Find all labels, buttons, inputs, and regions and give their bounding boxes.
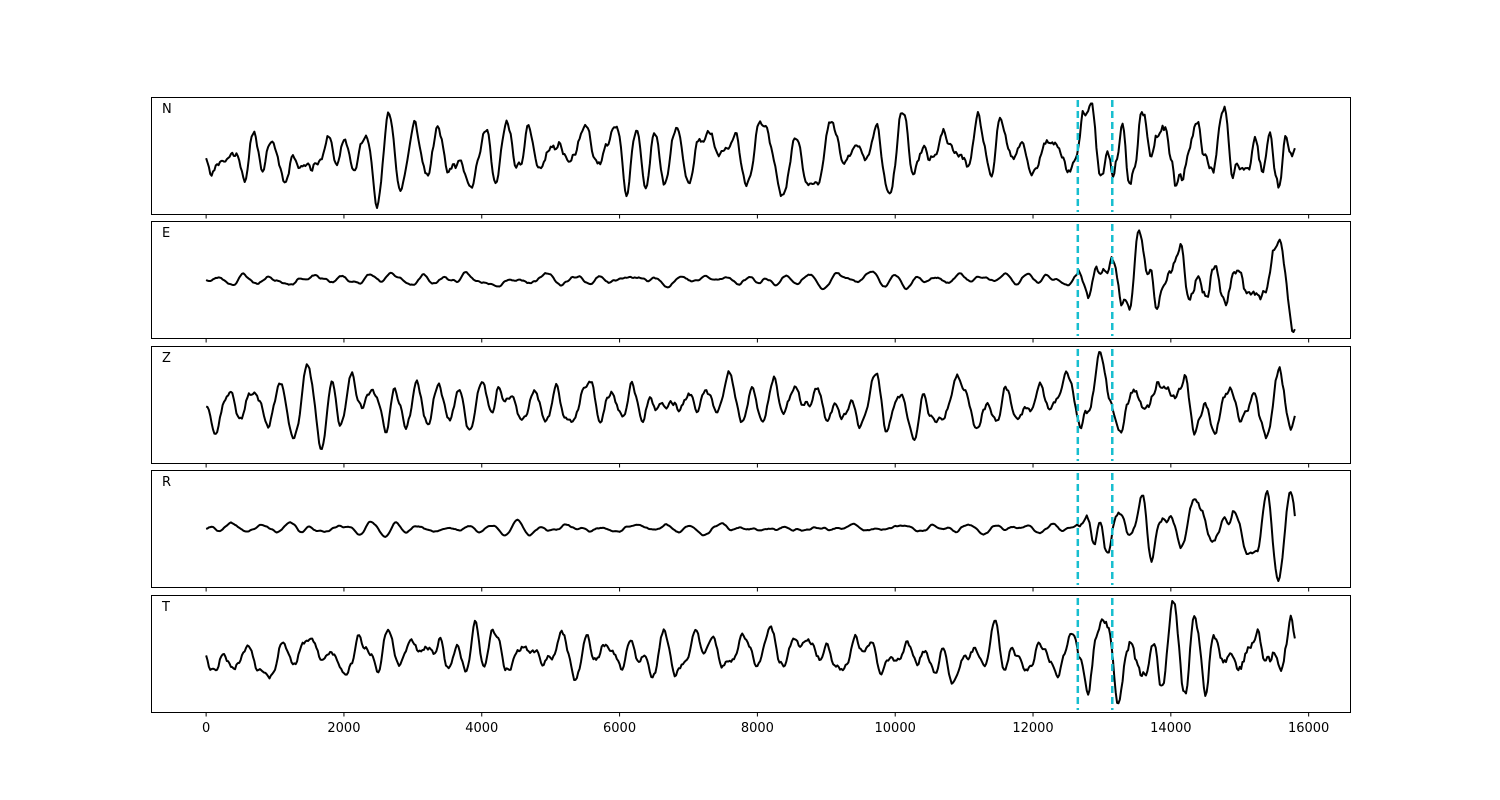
x-tick-label: 16000 <box>1288 721 1329 736</box>
waveform-e <box>205 229 1296 333</box>
panel-frame-r <box>151 470 1351 588</box>
waveform-n <box>205 102 1296 209</box>
x-tick-label: 4000 <box>465 721 498 736</box>
x-tick-label: 2000 <box>327 721 360 736</box>
x-tick-label: 14000 <box>1150 721 1191 736</box>
panel-label-t: T <box>161 600 170 615</box>
x-tick-label: 0 <box>202 721 210 736</box>
panel-label-e: E <box>162 226 170 241</box>
panel-label-r: R <box>162 475 171 490</box>
panel-frame-t <box>151 595 1351 713</box>
panel-frame-z <box>151 346 1351 464</box>
x-tick-label: 12000 <box>1012 721 1053 736</box>
panel-label-n: N <box>162 102 172 117</box>
waveform-r <box>205 490 1296 582</box>
x-tick-label: 10000 <box>875 721 916 736</box>
waveform-z <box>205 351 1296 450</box>
panel-label-z: Z <box>162 351 171 366</box>
panel-frame-n <box>151 97 1351 215</box>
x-tick-label: 6000 <box>603 721 636 736</box>
waveform-t <box>205 600 1296 705</box>
panel-frame-e <box>151 221 1351 339</box>
x-tick-label: 8000 <box>741 721 774 736</box>
